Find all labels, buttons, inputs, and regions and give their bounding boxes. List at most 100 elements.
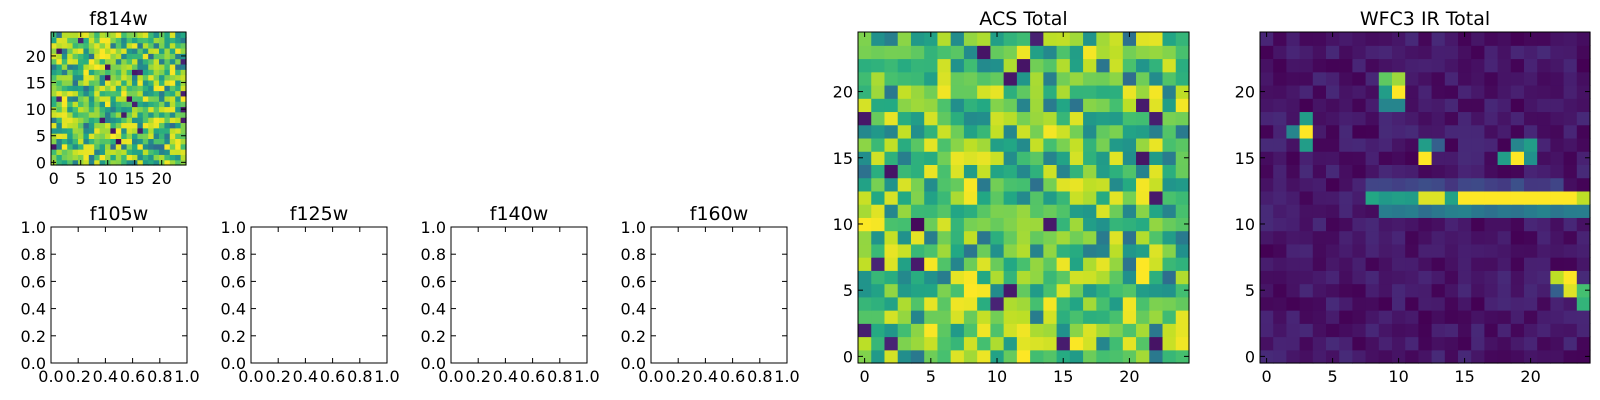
heatmap-cell — [1056, 84, 1071, 99]
heatmap-cell — [1162, 32, 1177, 46]
heatmap-cell — [1016, 336, 1031, 351]
heatmap-cell — [1162, 230, 1177, 245]
heatmap-cell — [910, 257, 925, 271]
heatmap-cell — [142, 111, 149, 118]
heatmap-cell — [94, 69, 101, 76]
heatmap-cell — [1339, 71, 1353, 86]
heatmap-cell — [132, 149, 138, 155]
heatmap-cell — [180, 32, 187, 38]
panel-title: ACS Total — [979, 8, 1067, 30]
heatmap-cell — [1497, 45, 1512, 60]
heatmap-cell — [67, 127, 74, 134]
heatmap-cell — [910, 58, 925, 73]
heatmap-cell — [977, 217, 991, 232]
heatmap-cell — [1286, 111, 1301, 126]
heatmap-cell — [871, 323, 886, 338]
heatmap-cell — [121, 117, 128, 124]
heatmap-cell — [88, 133, 95, 139]
heatmap-cell — [1563, 204, 1578, 218]
heatmap-cell — [88, 42, 95, 49]
heatmap-cell — [1431, 58, 1446, 73]
heatmap-cell — [990, 243, 1005, 258]
heatmap-cell — [1524, 124, 1538, 139]
heatmap-cell — [1431, 164, 1446, 179]
heatmap-cell — [1260, 45, 1274, 60]
heatmap-cell — [1431, 217, 1446, 232]
heatmap-cell — [1497, 323, 1512, 338]
heatmap-cell — [1056, 349, 1071, 364]
heatmap-cell — [1286, 45, 1301, 60]
heatmap-cell — [1365, 230, 1380, 245]
heatmap-cells — [1260, 32, 1591, 364]
heatmap-cell — [1418, 177, 1433, 192]
heatmap-cell — [1149, 190, 1164, 205]
heatmap-cell — [1418, 283, 1433, 298]
heatmap-cell — [1431, 32, 1446, 46]
heatmap-cell — [1149, 270, 1164, 285]
heatmap-cell — [1392, 71, 1406, 86]
heatmap-cell — [126, 101, 133, 108]
heatmap-cell — [897, 230, 912, 245]
heatmap-cell — [175, 47, 182, 54]
heatmap-cell — [169, 32, 176, 38]
heatmap-cell — [963, 270, 978, 285]
heatmap-cell — [1003, 217, 1018, 232]
heatmap-cell — [977, 230, 991, 245]
heatmap-cell — [1260, 137, 1274, 152]
heatmap-cell — [115, 37, 122, 44]
y-tick-label: 5 — [36, 127, 46, 146]
heatmap-cell — [1458, 323, 1472, 338]
heatmap-cell — [1083, 310, 1097, 324]
heatmap-cell — [132, 90, 138, 97]
heatmap-cell — [1484, 336, 1499, 351]
heatmap-cell — [1378, 243, 1393, 258]
heatmap-cell — [1286, 323, 1301, 338]
heatmap-cell — [1273, 164, 1287, 179]
heatmap-cell — [164, 149, 171, 155]
heatmap-cell — [99, 127, 106, 134]
heatmap-cell — [1056, 71, 1071, 86]
heatmap-cell — [858, 283, 872, 298]
heatmap-cell — [910, 270, 925, 285]
heatmap-cell — [1365, 217, 1380, 232]
heatmap-cell — [924, 164, 939, 179]
heatmap-cell — [1096, 45, 1111, 60]
heatmap-cell — [1537, 243, 1551, 258]
heatmap-cell — [1299, 283, 1314, 298]
heatmap-cell — [1484, 45, 1499, 60]
heatmap-cell — [88, 149, 95, 155]
heatmap-cell — [990, 58, 1005, 73]
heatmap-cell — [1497, 204, 1512, 218]
heatmap-cell — [67, 122, 74, 129]
heatmap-cell — [83, 127, 90, 134]
heatmap-cell — [871, 296, 886, 311]
heatmap-cell — [142, 127, 149, 134]
heatmap-cell — [1431, 190, 1446, 205]
heatmap-cell — [83, 154, 90, 161]
heatmap-cell — [164, 154, 171, 161]
heatmap-cell — [977, 98, 991, 113]
heatmap-cell — [180, 143, 187, 150]
heatmap-cell — [924, 32, 939, 46]
x-tick-label: 15 — [1454, 367, 1474, 386]
heatmap-cell — [51, 74, 57, 81]
heatmap-cell — [83, 122, 90, 129]
heatmap-cell — [61, 143, 68, 150]
heatmap-cell — [88, 154, 95, 161]
heatmap-cell — [1003, 296, 1018, 311]
heatmap-cell — [121, 127, 128, 134]
heatmap-cell — [990, 151, 1005, 165]
heatmap-cell — [1471, 270, 1485, 285]
heatmap-cell — [1458, 349, 1472, 364]
heatmap-cell — [148, 127, 155, 134]
heatmap-cell — [977, 151, 991, 165]
heatmap-cell — [61, 133, 68, 139]
heatmap-cell — [1365, 257, 1380, 271]
heatmap-cell — [1175, 137, 1190, 152]
heatmap-cell — [115, 149, 122, 155]
heatmap-cell — [1083, 283, 1097, 298]
heatmap-cell — [175, 53, 182, 60]
heatmap-cell — [1326, 190, 1340, 205]
heatmap-cell — [1352, 190, 1367, 205]
heatmap-cell — [1418, 98, 1433, 113]
